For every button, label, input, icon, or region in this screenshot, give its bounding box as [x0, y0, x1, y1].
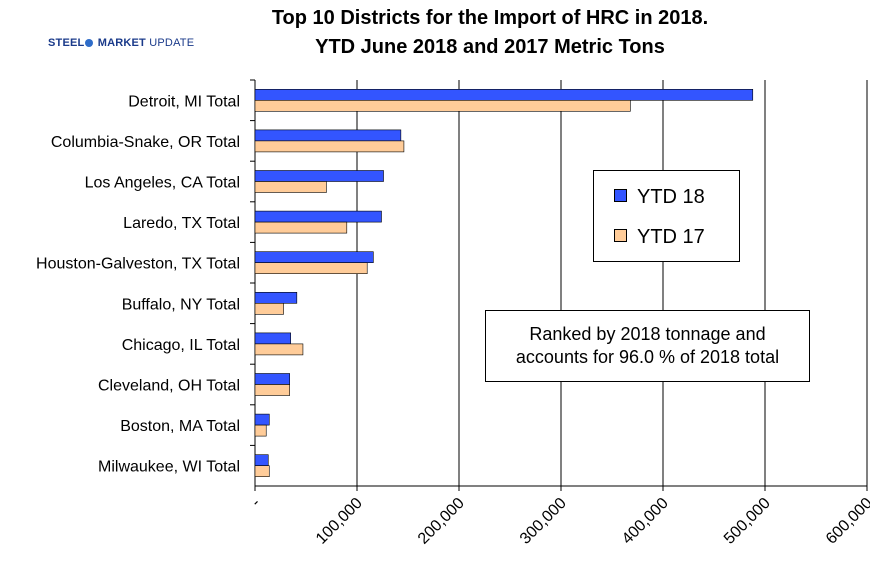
ranking-note-line2: accounts for 96.0 % of 2018 total	[515, 347, 780, 367]
chart-title-line2: YTD June 2018 and 2017 Metric Tons	[315, 36, 665, 58]
bar-ytd18	[254, 454, 269, 467]
y-category-label: Milwaukee, WI Total	[98, 459, 240, 476]
y-category-label: Los Angeles, CA Total	[85, 175, 240, 192]
bar-ytd17	[254, 100, 631, 112]
bar-ytd18	[254, 210, 382, 223]
legend-label-ytd18: YTD 18	[637, 186, 705, 208]
bar-ytd18	[254, 251, 374, 263]
bar-ytd18	[254, 170, 384, 182]
bar-ytd18	[254, 332, 292, 345]
bar-ytd17	[254, 181, 327, 193]
y-category-label: Buffalo, NY Total	[122, 296, 240, 313]
x-tick-label: 100,000	[313, 495, 366, 548]
bar-ytd18	[254, 413, 270, 426]
y-category-label: Boston, MA Total	[120, 418, 240, 435]
logo-text-steel: STEEL	[48, 37, 85, 49]
x-tick-label: 400,000	[619, 495, 672, 548]
x-tick-label: 300,000	[517, 495, 570, 548]
x-tick-label: -	[248, 495, 264, 511]
y-category-label: Houston-Galveston, TX Total	[36, 256, 240, 273]
y-category-label: Cleveland, OH Total	[98, 378, 240, 395]
legend-item-ytd17: YTD 17	[614, 225, 705, 249]
y-category-label: Detroit, MI Total	[128, 93, 240, 110]
bar-ytd17	[254, 465, 270, 478]
steel-market-update-logo: STEEL MARKET UPDATE	[48, 37, 194, 49]
bar-ytd18	[254, 129, 402, 142]
y-category-label: Columbia-Snake, OR Total	[51, 134, 240, 151]
x-tick-label: 500,000	[721, 495, 774, 548]
logo-globe-icon	[85, 39, 94, 48]
bar-ytd17	[254, 140, 405, 153]
bar-ytd18	[254, 373, 290, 385]
ranking-note-line1: Ranked by 2018 tonnage and	[529, 324, 766, 344]
bar-ytd17	[254, 343, 304, 356]
chart-legend: YTD 18 YTD 17	[593, 170, 740, 262]
legend-swatch-ytd17	[614, 229, 627, 242]
y-category-label: Laredo, TX Total	[123, 215, 240, 232]
x-tick-label: 600,000	[823, 495, 870, 548]
bar-ytd18	[254, 89, 754, 101]
bar-ytd18	[254, 291, 298, 304]
chart-title-line1: Top 10 Districts for the Import of HRC i…	[271, 7, 709, 29]
bar-ytd17	[254, 384, 290, 396]
legend-label-ytd17: YTD 17	[637, 226, 705, 248]
bar-ytd17	[254, 424, 267, 437]
y-category-label: Chicago, IL Total	[122, 337, 240, 354]
legend-item-ytd18: YTD 18	[614, 185, 705, 209]
bar-ytd17	[254, 262, 368, 275]
chart-title: Top 10 Districts for the Import of HRC i…	[160, 4, 820, 62]
x-tick-label: 200,000	[415, 495, 468, 548]
logo-text-market: MARKET	[97, 37, 146, 49]
bar-ytd17	[254, 221, 348, 234]
legend-swatch-ytd18	[614, 189, 627, 202]
ranking-note: Ranked by 2018 tonnage and accounts for …	[485, 310, 810, 382]
bar-ytd17	[254, 302, 284, 315]
logo-text-update: UPDATE	[149, 37, 195, 49]
